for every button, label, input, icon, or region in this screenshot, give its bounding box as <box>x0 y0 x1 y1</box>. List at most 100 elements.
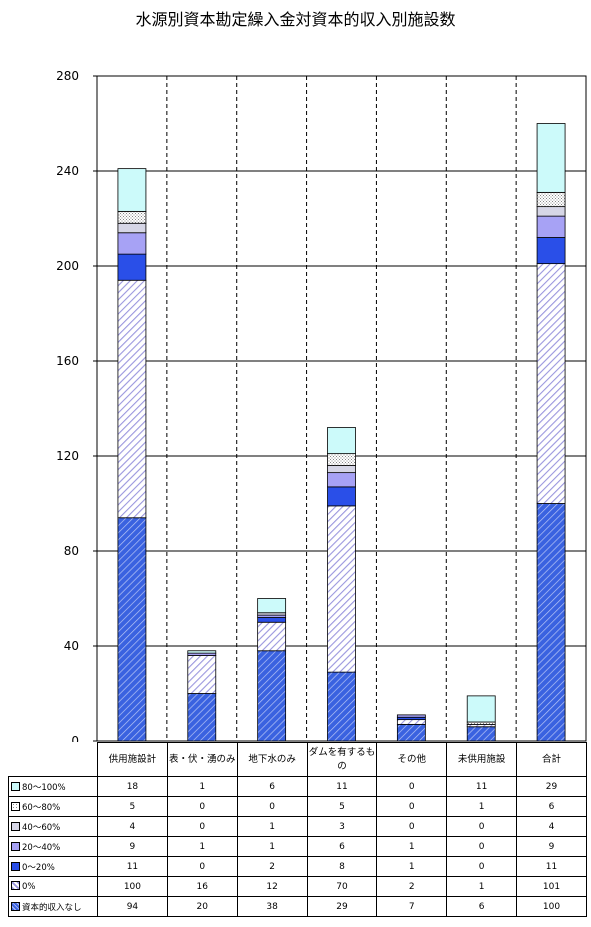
table-cell: 2 <box>236 856 308 877</box>
table-cell: 9 <box>97 836 168 857</box>
table-row: 80～100% 18 1 6 11 0 11 29 <box>8 776 587 797</box>
bar-segment <box>257 598 287 614</box>
category-label: 未供用施設 <box>446 742 518 777</box>
legend-entry: 資本的収入なし <box>8 896 98 917</box>
table-cell: 0 <box>446 836 518 857</box>
legend-entry: 0% <box>8 876 98 897</box>
table-cell: 2 <box>376 876 448 897</box>
bar-segment <box>536 215 566 238</box>
legend-label: 資本的収入なし <box>22 902 82 913</box>
table-cell: 0 <box>166 856 238 877</box>
table-cell: 1 <box>446 796 518 817</box>
table-cell: 38 <box>236 896 308 917</box>
table-cell: 6 <box>446 896 518 917</box>
table-cell: 11 <box>516 856 587 877</box>
table-cell: 6 <box>516 796 587 817</box>
bar-segment <box>536 191 566 208</box>
legend-label: 20～40% <box>22 842 61 853</box>
bar-segment <box>327 453 356 466</box>
table-cell: 5 <box>306 796 378 817</box>
legend-swatch <box>11 821 20 831</box>
table-cell: 0 <box>376 796 448 817</box>
table-cell: 0 <box>376 776 448 797</box>
table-cell: 1 <box>376 836 448 857</box>
bar-segment <box>327 465 356 474</box>
table-row: 0～20% 11 0 2 8 1 0 11 <box>8 856 587 877</box>
table-cell: 29 <box>516 776 587 797</box>
bar-segment <box>117 232 147 255</box>
table-row: 20～40% 9 1 1 6 1 0 9 <box>8 836 587 857</box>
legend-swatch <box>11 861 20 871</box>
y-tick-label: 0 <box>71 734 79 742</box>
table-cell: 5 <box>97 796 168 817</box>
bar-segment <box>187 693 217 742</box>
bar-segment <box>257 650 287 742</box>
bar-segment <box>466 726 496 742</box>
table-cell: 4 <box>97 816 168 837</box>
table-row: 40～60% 4 0 1 3 0 0 4 <box>8 816 587 837</box>
table-cell: 0 <box>446 816 518 837</box>
bar-segment <box>466 695 496 723</box>
chart-plot-area: 0 40 80 120 160 200 240 280 <box>56 69 587 742</box>
legend-label: 0～20% <box>22 862 55 873</box>
bar-segment <box>536 237 566 265</box>
bar-segment <box>327 671 356 742</box>
bar-segment <box>257 621 287 652</box>
table-cell: 1 <box>236 816 308 837</box>
y-tick-label: 200 <box>56 259 79 273</box>
legend-swatch <box>11 841 20 851</box>
table-cell: 9 <box>516 836 587 857</box>
bar-segment <box>327 427 356 455</box>
y-tick-label: 40 <box>64 639 79 653</box>
legend-entry: 60～80% <box>8 796 98 817</box>
table-cell: 3 <box>306 816 378 837</box>
table-cell: 0 <box>376 816 448 837</box>
table-cell: 94 <box>97 896 168 917</box>
table-cell: 0 <box>166 796 238 817</box>
legend-swatch <box>11 881 20 890</box>
table-cell: 1 <box>166 836 238 857</box>
bar-segment <box>117 279 147 519</box>
table-cell: 1 <box>166 776 238 797</box>
bar-segment <box>396 714 426 718</box>
category-label: ダムを有するもの <box>306 742 378 777</box>
legend-swatch <box>11 801 20 811</box>
table-cell: 7 <box>376 896 448 917</box>
legend-entry: 80～100% <box>8 776 98 797</box>
table-cell: 11 <box>446 776 518 797</box>
table-cell: 12 <box>236 876 308 897</box>
table-cell: 11 <box>306 776 378 797</box>
bar-segment <box>117 168 147 212</box>
table-cell: 0 <box>446 856 518 877</box>
table-cell: 20 <box>166 896 238 917</box>
bar-segment <box>117 222 147 234</box>
bar-segment <box>257 617 287 623</box>
legend-swatch <box>11 781 20 791</box>
legend-entry: 20～40% <box>8 836 98 857</box>
category-label: 地下水のみ <box>236 742 308 777</box>
bar-segment <box>536 263 566 504</box>
legend-entry: 0～20% <box>8 856 98 877</box>
chart-title: 水源別資本勘定繰入金対資本的収入別施設数 <box>135 10 456 29</box>
bar-segment <box>117 210 147 224</box>
y-tick-label: 80 <box>64 544 79 558</box>
table-corner <box>8 742 98 777</box>
y-tick-label: 280 <box>56 69 79 83</box>
table-cell: 18 <box>97 776 168 797</box>
table-cell: 100 <box>97 876 168 897</box>
bar-segment <box>536 206 566 217</box>
table-cell: 6 <box>306 836 378 857</box>
table-cell: 6 <box>236 776 308 797</box>
table-cell: 11 <box>97 856 168 877</box>
table-cell: 0 <box>236 796 308 817</box>
y-tick-label: 160 <box>56 354 79 368</box>
table-cell: 29 <box>306 896 378 917</box>
bar-segment <box>187 650 217 654</box>
table-cell: 8 <box>306 856 378 877</box>
bar-segment <box>117 253 147 281</box>
legend-entry: 40～60% <box>8 816 98 837</box>
table-cell: 100 <box>516 896 587 917</box>
bar-segment <box>536 123 566 193</box>
category-label: 供用施設計 <box>97 742 168 777</box>
table-cell: 1 <box>376 856 448 877</box>
